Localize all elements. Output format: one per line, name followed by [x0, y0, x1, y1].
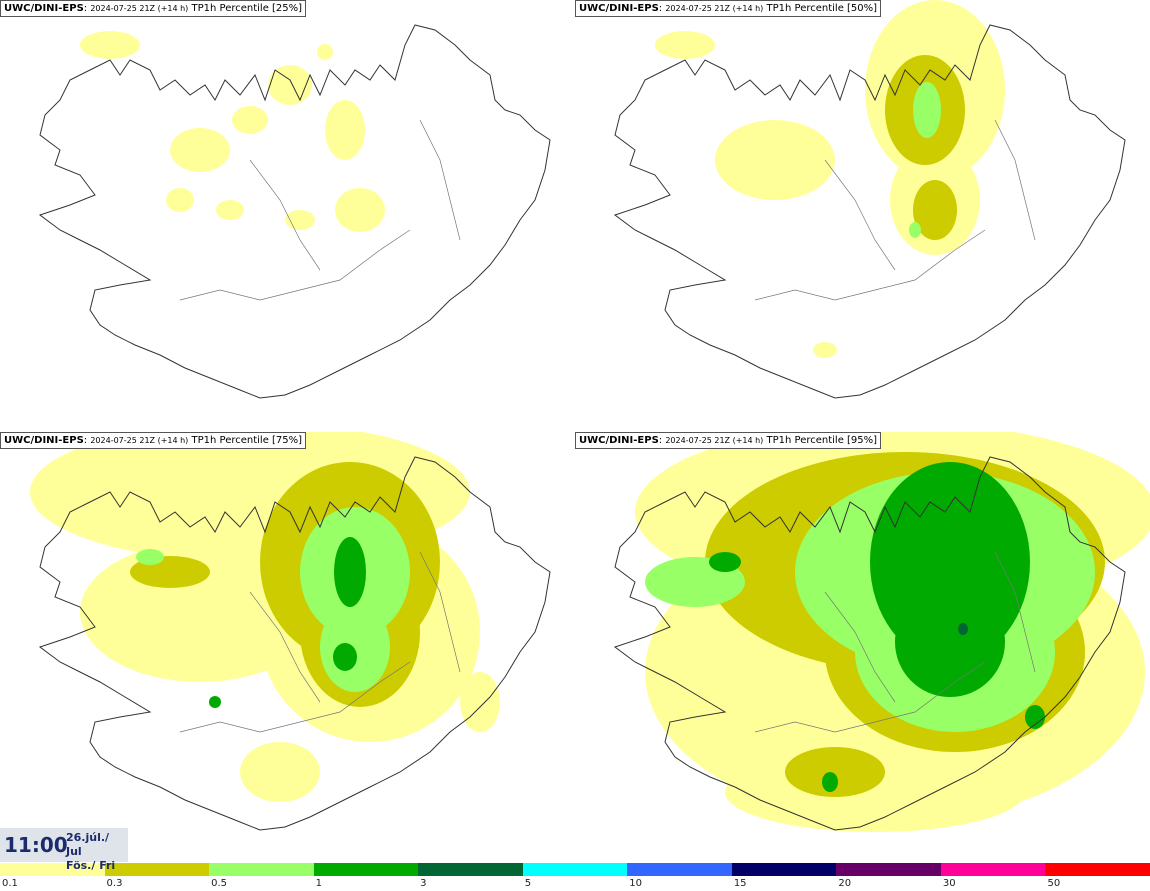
legend-tick: 1 — [315, 878, 322, 889]
road-network — [179, 119, 461, 301]
panel-title-p95: UWC/DINI-EPS: 2024-07-25 21Z (+14 h) TP1… — [575, 432, 882, 449]
legend-swatch — [104, 863, 210, 876]
map-panel-p75: UWC/DINI-EPS: 2024-07-25 21Z (+14 h) TP1… — [0, 432, 575, 864]
valid-time-box: 11:00 26.júl./ Jul Fös./ Fri — [0, 828, 128, 872]
coastline-p75 — [38, 456, 551, 831]
legend-swatch — [1045, 863, 1150, 876]
legend-swatch — [731, 863, 837, 876]
panel-title-p25: UWC/DINI-EPS: 2024-07-25 21Z (+14 h) TP1… — [0, 0, 307, 17]
precip-color-legend — [0, 863, 1150, 876]
map-panel-p25: UWC/DINI-EPS: 2024-07-25 21Z (+14 h) TP1… — [0, 0, 575, 432]
legend-tick: 10 — [629, 878, 642, 889]
legend-tick: 5 — [524, 878, 532, 889]
precip-map-p25 — [38, 24, 551, 399]
legend-swatch — [940, 863, 1046, 876]
legend-tick: 50 — [1047, 878, 1061, 889]
legend-tick: 0.3 — [106, 878, 123, 889]
legend-tick: 30 — [942, 878, 956, 889]
valid-date-line1: 26.júl./ Jul — [66, 831, 110, 858]
road-network — [179, 551, 461, 733]
precip-field-p95 — [635, 432, 1150, 832]
legend-swatch — [209, 863, 314, 876]
precip-field-p75 — [30, 432, 500, 802]
precip-map-p95 — [613, 432, 1150, 832]
legend-swatch — [522, 863, 628, 876]
map-panel-p50: UWC/DINI-EPS: 2024-07-25 21Z (+14 h) TP1… — [575, 0, 1150, 432]
iceland-coastline — [613, 456, 1126, 831]
road-network — [754, 119, 1036, 301]
valid-time: 11:00 — [4, 833, 68, 857]
legend-swatch — [313, 863, 419, 876]
precip-map-p75 — [30, 432, 551, 831]
precip-map-p50 — [613, 0, 1126, 399]
valid-date-line2: Fös./ Fri — [66, 859, 116, 872]
legend-swatch — [836, 863, 941, 876]
legend-tick: 0.5 — [211, 878, 227, 889]
legend-tick-labels: 0.1 0.3 0.5 1 3 5 10 15 20 30 50 — [0, 876, 1150, 891]
legend-tick: 15 — [733, 878, 747, 889]
map-panel-p95: UWC/DINI-EPS: 2024-07-25 21Z (+14 h) TP1… — [575, 432, 1150, 864]
iceland-coastline — [38, 24, 551, 399]
panel-title-p50: UWC/DINI-EPS: 2024-07-25 21Z (+14 h) TP1… — [575, 0, 882, 17]
legend-swatch — [418, 863, 523, 876]
legend-swatch — [0, 863, 105, 876]
legend-swatch — [627, 863, 732, 876]
legend-tick: 3 — [420, 878, 427, 889]
legend-tick: 20 — [838, 878, 852, 889]
panel-title-p75: UWC/DINI-EPS: 2024-07-25 21Z (+14 h) TP1… — [0, 432, 307, 449]
legend-tick: 0.1 — [2, 878, 18, 889]
iceland-coastline — [38, 456, 551, 831]
precip-field-p50 — [655, 0, 1005, 358]
precip-field-p25 — [80, 31, 385, 232]
coastline-p50 — [613, 24, 1126, 399]
valid-date: 26.júl./ Jul Fös./ Fri — [66, 831, 128, 873]
coastline-p25 — [38, 24, 551, 399]
coastline-p95 — [613, 456, 1126, 831]
iceland-coastline — [613, 24, 1126, 399]
road-network — [754, 551, 1036, 733]
